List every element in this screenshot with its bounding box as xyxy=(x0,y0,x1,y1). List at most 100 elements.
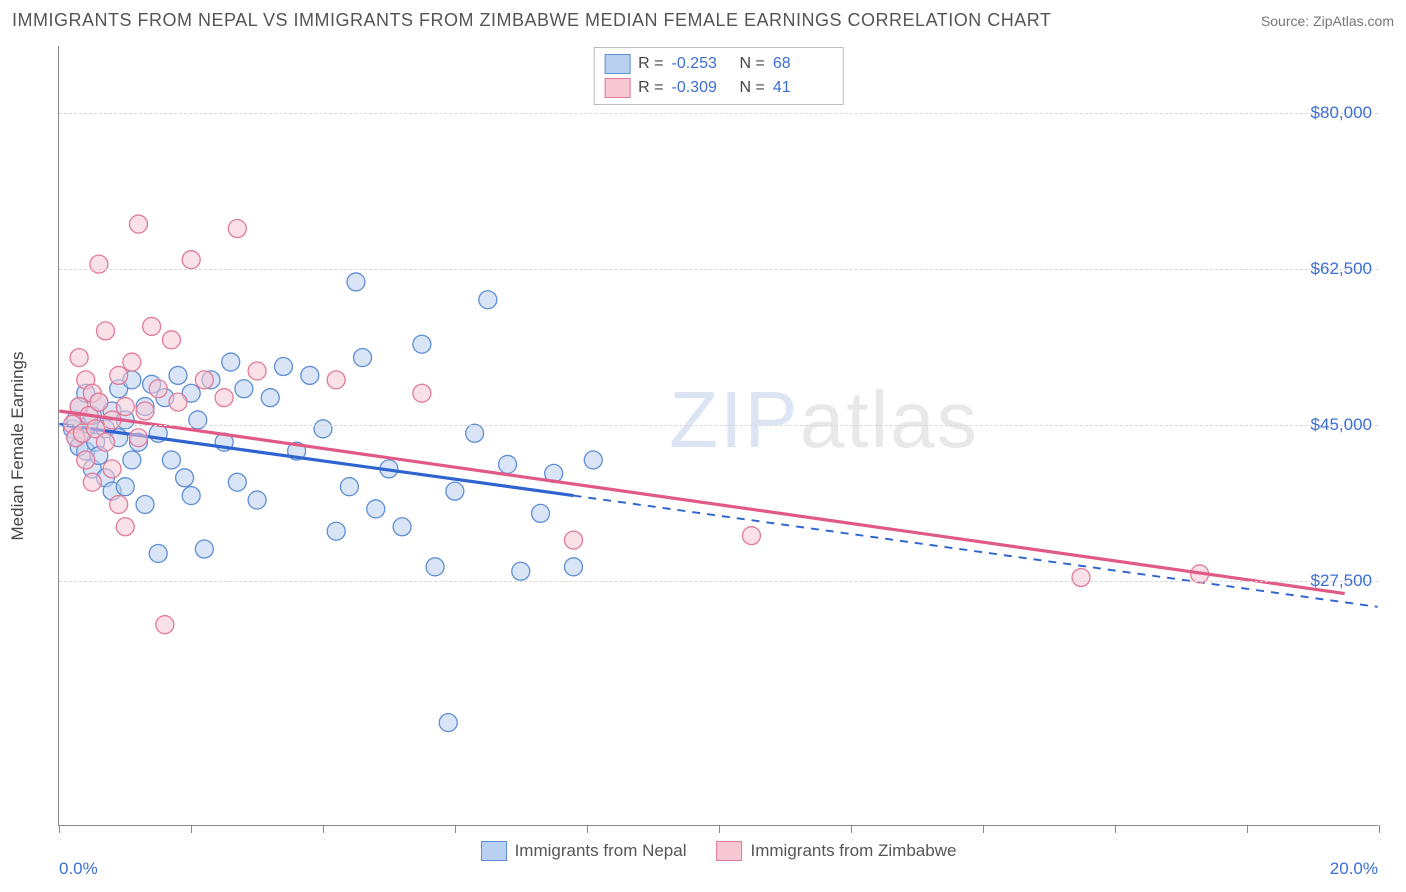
legend-swatch xyxy=(717,841,743,861)
scatter-point xyxy=(169,393,187,411)
scatter-point xyxy=(413,384,431,402)
x-tick xyxy=(983,825,984,833)
scatter-point xyxy=(439,714,457,732)
scatter-point xyxy=(426,558,444,576)
y-tick-label: $80,000 xyxy=(1311,103,1372,123)
scatter-point xyxy=(314,420,332,438)
scatter-point xyxy=(742,527,760,545)
y-tick-label: $27,500 xyxy=(1311,571,1372,591)
scatter-point xyxy=(466,424,484,442)
y-axis-title: Median Female Earnings xyxy=(8,352,28,541)
legend-swatch xyxy=(604,54,630,74)
gridline xyxy=(59,113,1378,114)
scatter-point xyxy=(228,473,246,491)
scatter-point xyxy=(90,255,108,273)
x-tick xyxy=(59,825,60,833)
x-tick xyxy=(851,825,852,833)
legend-r-label: R = xyxy=(638,79,663,97)
legend-correlation: R =-0.253N =68R =-0.309N =41 xyxy=(593,47,844,105)
scatter-point xyxy=(110,366,128,384)
x-max-label: 20.0% xyxy=(1330,859,1378,879)
y-tick-label: $45,000 xyxy=(1311,415,1372,435)
scatter-point xyxy=(110,496,128,514)
source-name: ZipAtlas.com xyxy=(1313,13,1394,29)
scatter-point xyxy=(182,251,200,269)
scatter-point xyxy=(136,402,154,420)
scatter-point xyxy=(393,518,411,536)
scatter-point xyxy=(261,389,279,407)
y-tick-label: $62,500 xyxy=(1311,259,1372,279)
scatter-point xyxy=(116,478,134,496)
x-tick xyxy=(191,825,192,833)
scatter-point xyxy=(354,349,372,367)
scatter-point xyxy=(162,451,180,469)
scatter-point xyxy=(195,371,213,389)
x-tick xyxy=(1379,825,1380,833)
scatter-point xyxy=(248,362,266,380)
scatter-point xyxy=(499,455,517,473)
scatter-point xyxy=(156,616,174,634)
plot-area: ZIPatlas R =-0.253N =68R =-0.309N =41 Im… xyxy=(58,46,1378,826)
scatter-point xyxy=(129,215,147,233)
scatter-point xyxy=(103,460,121,478)
legend-series: Immigrants from Nepal Immigrants from Zim… xyxy=(481,841,957,861)
legend-n-label: N = xyxy=(740,55,765,73)
legend-series-item: Immigrants from Zimbabwe xyxy=(717,841,957,861)
scatter-point xyxy=(77,451,95,469)
legend-correlation-row: R = -0.309 N = 41 xyxy=(604,76,833,100)
scatter-point xyxy=(162,331,180,349)
scatter-point xyxy=(413,335,431,353)
scatter-point xyxy=(189,411,207,429)
scatter-point xyxy=(1072,569,1090,587)
scatter-point xyxy=(123,451,141,469)
scatter-point xyxy=(564,558,582,576)
scatter-point xyxy=(235,380,253,398)
source-prefix: Source: xyxy=(1261,13,1313,29)
chart-title: IMMIGRANTS FROM NEPAL VS IMMIGRANTS FROM… xyxy=(12,10,1051,31)
scatter-point xyxy=(123,353,141,371)
legend-r-value: -0.309 xyxy=(672,79,732,97)
scatter-point xyxy=(248,491,266,509)
scatter-point xyxy=(149,380,167,398)
x-tick xyxy=(1115,825,1116,833)
scatter-point xyxy=(301,366,319,384)
scatter-point xyxy=(96,322,114,340)
scatter-point xyxy=(347,273,365,291)
scatter-point xyxy=(136,496,154,514)
legend-correlation-row: R =-0.253N =68 xyxy=(604,52,833,76)
scatter-point xyxy=(176,469,194,487)
scatter-point xyxy=(222,353,240,371)
scatter-point xyxy=(116,398,134,416)
scatter-point xyxy=(564,531,582,549)
legend-n-label: N = xyxy=(740,79,765,97)
legend-series-label: Immigrants from Nepal xyxy=(515,841,687,861)
scatter-point xyxy=(512,562,530,580)
source-attribution: Source: ZipAtlas.com xyxy=(1261,13,1394,29)
scatter-point xyxy=(584,451,602,469)
legend-series-item: Immigrants from Nepal xyxy=(481,841,687,861)
scatter-point xyxy=(169,366,187,384)
scatter-point xyxy=(96,433,114,451)
legend-swatch xyxy=(481,841,507,861)
chart-svg xyxy=(59,46,1378,825)
scatter-point xyxy=(143,317,161,335)
legend-n-value: 68 xyxy=(773,55,833,73)
x-tick xyxy=(1247,825,1248,833)
legend-r-label: R = xyxy=(638,55,663,73)
scatter-point xyxy=(446,482,464,500)
scatter-point xyxy=(340,478,358,496)
gridline xyxy=(59,269,1378,270)
scatter-point xyxy=(327,371,345,389)
scatter-point xyxy=(70,349,88,367)
scatter-point xyxy=(532,504,550,522)
scatter-point xyxy=(116,518,134,536)
scatter-point xyxy=(228,220,246,238)
scatter-point xyxy=(149,544,167,562)
legend-swatch xyxy=(604,78,630,98)
legend-n-value: 41 xyxy=(773,79,833,97)
legend-series-label: Immigrants from Zimbabwe xyxy=(751,841,957,861)
scatter-point xyxy=(195,540,213,558)
scatter-point xyxy=(129,429,147,447)
scatter-point xyxy=(182,487,200,505)
scatter-point xyxy=(90,393,108,411)
